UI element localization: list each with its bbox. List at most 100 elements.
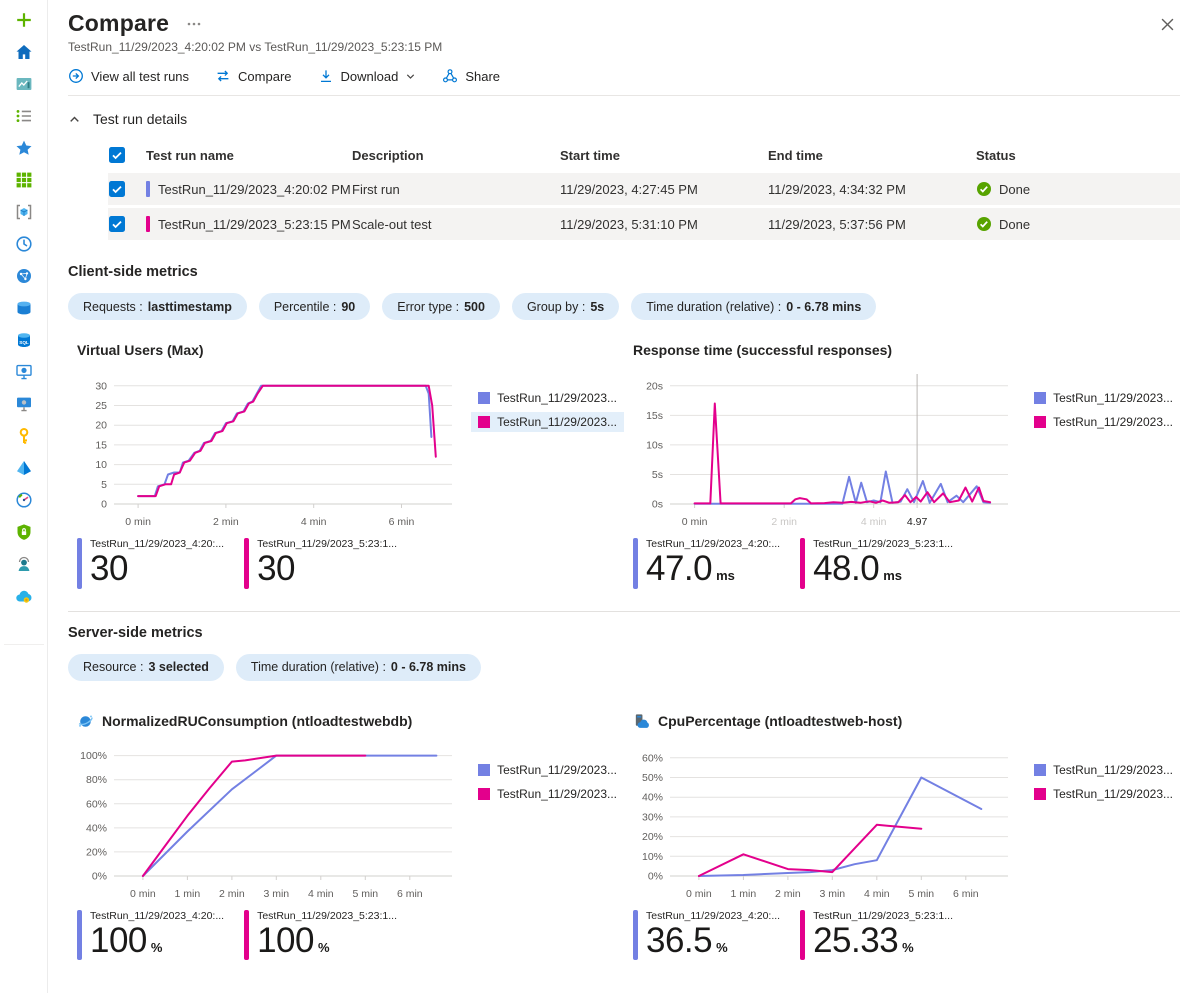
svg-text:60%: 60% bbox=[642, 752, 663, 764]
response-time-line-chart[interactable]: 20s 15s 10s 5s 0s 0 min 2 min 4 min 4.97 bbox=[624, 366, 1013, 534]
cost-management-icon[interactable] bbox=[14, 586, 34, 606]
col-test-run-name: Test run name bbox=[146, 147, 234, 163]
key-vaults-icon[interactable] bbox=[14, 426, 34, 446]
ru-consumption-chart-block: NormalizedRUConsumption (ntloadtestwebdb… bbox=[68, 713, 624, 960]
series-color-bar bbox=[77, 538, 82, 589]
section-divider bbox=[68, 610, 1180, 612]
share-icon bbox=[443, 69, 458, 83]
series-color-bar bbox=[633, 909, 638, 960]
svg-text:1 min: 1 min bbox=[175, 888, 201, 900]
test-run-details-toggle[interactable]: Test run details bbox=[68, 111, 1180, 127]
svg-text:2 min: 2 min bbox=[771, 516, 797, 528]
ru-consumption-line-chart[interactable]: 100% 80% 60% 40% 20% 0% 0 min 1 min 2 min 3 min 4 … bbox=[68, 738, 457, 906]
svg-text:80%: 80% bbox=[86, 774, 107, 786]
time-duration-filter-pill[interactable]: Time duration (relative) :0 - 6.78 mins bbox=[235, 653, 481, 681]
resource-groups-icon[interactable] bbox=[14, 202, 34, 222]
monitor-gauge-icon[interactable] bbox=[14, 490, 34, 510]
download-icon bbox=[320, 70, 331, 83]
error-type-filter-pill[interactable]: Error type :500 bbox=[382, 293, 500, 320]
blade-header: Compare TestRun_11/29/2023_4:20:02 PM vs… bbox=[68, 10, 1180, 54]
group-by-filter-pill[interactable]: Group by :5s bbox=[511, 293, 620, 320]
cloud-services-icon[interactable] bbox=[14, 394, 34, 414]
security-shield-icon[interactable] bbox=[14, 522, 34, 542]
view-all-test-runs-button[interactable]: View all test runs bbox=[68, 68, 189, 84]
legend-item[interactable]: TestRun_11/29/2023... bbox=[471, 760, 624, 780]
legend-item[interactable]: TestRun_11/29/2023... bbox=[1027, 412, 1180, 432]
download-button[interactable]: Download bbox=[318, 68, 417, 84]
compare-button[interactable]: Compare bbox=[215, 68, 292, 84]
create-resource-icon[interactable] bbox=[14, 10, 34, 30]
view-all-label: View all test runs bbox=[91, 68, 190, 84]
app-service-host-icon bbox=[635, 713, 649, 728]
legend-label: TestRun_11/29/2023... bbox=[1053, 762, 1173, 777]
row-checkbox[interactable] bbox=[108, 180, 146, 198]
requests-filter-pill[interactable]: Requests : lasttimestamp bbox=[68, 293, 247, 320]
cpu-percentage-line-chart[interactable]: 60% 50% 40% 30% 20% 10% 0% 0 min 1 min 2 min 3 min… bbox=[624, 738, 1013, 906]
close-icon[interactable] bbox=[1155, 12, 1180, 40]
stat-card: TestRun_11/29/2023_4:20:... 47.0 ms bbox=[633, 538, 780, 589]
all-resources-icon[interactable] bbox=[14, 170, 34, 190]
select-all-checkbox[interactable] bbox=[108, 146, 146, 164]
svg-text:0%: 0% bbox=[648, 870, 663, 882]
percentile-filter-pill[interactable]: Percentile :90 bbox=[258, 293, 371, 320]
client-filter-pills: Requests : lasttimestamp Percentile :90 E… bbox=[68, 293, 1180, 320]
chevron-up-icon bbox=[70, 116, 79, 122]
share-label: Share bbox=[465, 68, 501, 84]
chart-legend: TestRun_11/29/2023... TestRun_11/29/2023… bbox=[471, 388, 624, 432]
svg-text:4 min: 4 min bbox=[864, 888, 890, 900]
virtual-users-line-chart[interactable]: 30 25 20 15 10 5 0 0 min 2 min 4 min 6 min bbox=[68, 366, 457, 534]
run-name: TestRun_11/29/2023_4:20:02 PM bbox=[158, 181, 351, 197]
run-end-time: 11/29/2023, 5:37:56 PM bbox=[768, 216, 906, 232]
resource-filter-pill[interactable]: Resource :3 selected bbox=[68, 653, 224, 681]
legend-item[interactable]: TestRun_11/29/2023... bbox=[1027, 784, 1180, 804]
legend-item[interactable]: TestRun_11/29/2023... bbox=[471, 784, 624, 804]
virtual-machines-icon[interactable] bbox=[14, 362, 34, 382]
azure-ad-icon[interactable] bbox=[14, 458, 34, 478]
series-swatch bbox=[1034, 787, 1047, 800]
home-icon[interactable] bbox=[14, 42, 34, 62]
storage-accounts-icon[interactable] bbox=[14, 298, 34, 318]
portal-sidebar: SQL bbox=[0, 0, 48, 993]
help-support-icon[interactable] bbox=[14, 554, 34, 574]
server-filter-pills: Resource :3 selected Time duration (rela… bbox=[68, 653, 1180, 681]
run-start-time: 11/29/2023, 5:31:10 PM bbox=[560, 216, 698, 232]
svg-text:30%: 30% bbox=[642, 811, 663, 823]
recent-clock-icon[interactable] bbox=[14, 234, 34, 254]
run-color-bar bbox=[146, 216, 150, 232]
svg-text:0 min: 0 min bbox=[686, 888, 712, 900]
run-description: First run bbox=[352, 181, 400, 197]
row-checkbox[interactable] bbox=[108, 215, 146, 233]
col-end-time: End time bbox=[768, 147, 823, 163]
svg-text:4 min: 4 min bbox=[861, 516, 887, 528]
legend-item[interactable]: TestRun_11/29/2023... bbox=[471, 412, 624, 432]
series-swatch bbox=[1034, 763, 1047, 776]
app-services-globe-icon[interactable] bbox=[14, 266, 34, 286]
legend-item[interactable]: TestRun_11/29/2023... bbox=[471, 388, 624, 408]
chart-legend: TestRun_11/29/2023... TestRun_11/29/2023… bbox=[471, 760, 624, 804]
more-options-icon[interactable] bbox=[183, 18, 205, 30]
stat-card: TestRun_11/29/2023_4:20:... 36.5% bbox=[633, 909, 780, 960]
run-color-bar bbox=[146, 181, 150, 197]
run-end-time: 11/29/2023, 4:34:32 PM bbox=[768, 181, 906, 197]
svg-text:4 min: 4 min bbox=[301, 516, 327, 528]
svg-text:40%: 40% bbox=[642, 791, 663, 803]
legend-item[interactable]: TestRun_11/29/2023... bbox=[1027, 388, 1180, 408]
series-swatch bbox=[478, 787, 491, 800]
dashboard-icon[interactable] bbox=[14, 74, 34, 94]
svg-text:0%: 0% bbox=[92, 870, 107, 882]
sql-databases-icon[interactable]: SQL bbox=[14, 330, 34, 350]
status-badge: Done bbox=[999, 216, 1031, 232]
series-swatch bbox=[478, 392, 491, 404]
series-swatch bbox=[1034, 416, 1047, 428]
chart-title: NormalizedRUConsumption (ntloadtestwebdb… bbox=[102, 713, 413, 729]
favorites-star-icon[interactable] bbox=[14, 138, 34, 158]
status-badge: Done bbox=[999, 181, 1031, 197]
legend-item[interactable]: TestRun_11/29/2023... bbox=[1027, 760, 1180, 780]
svg-text:10%: 10% bbox=[642, 850, 663, 862]
go-arrow-icon bbox=[69, 69, 83, 83]
col-description: Description bbox=[352, 147, 424, 163]
svg-text:SQL: SQL bbox=[19, 340, 29, 345]
share-button[interactable]: Share bbox=[442, 68, 500, 84]
all-services-icon[interactable] bbox=[14, 106, 34, 126]
time-duration-filter-pill[interactable]: Time duration (relative) :0 - 6.78 mins bbox=[631, 293, 877, 320]
